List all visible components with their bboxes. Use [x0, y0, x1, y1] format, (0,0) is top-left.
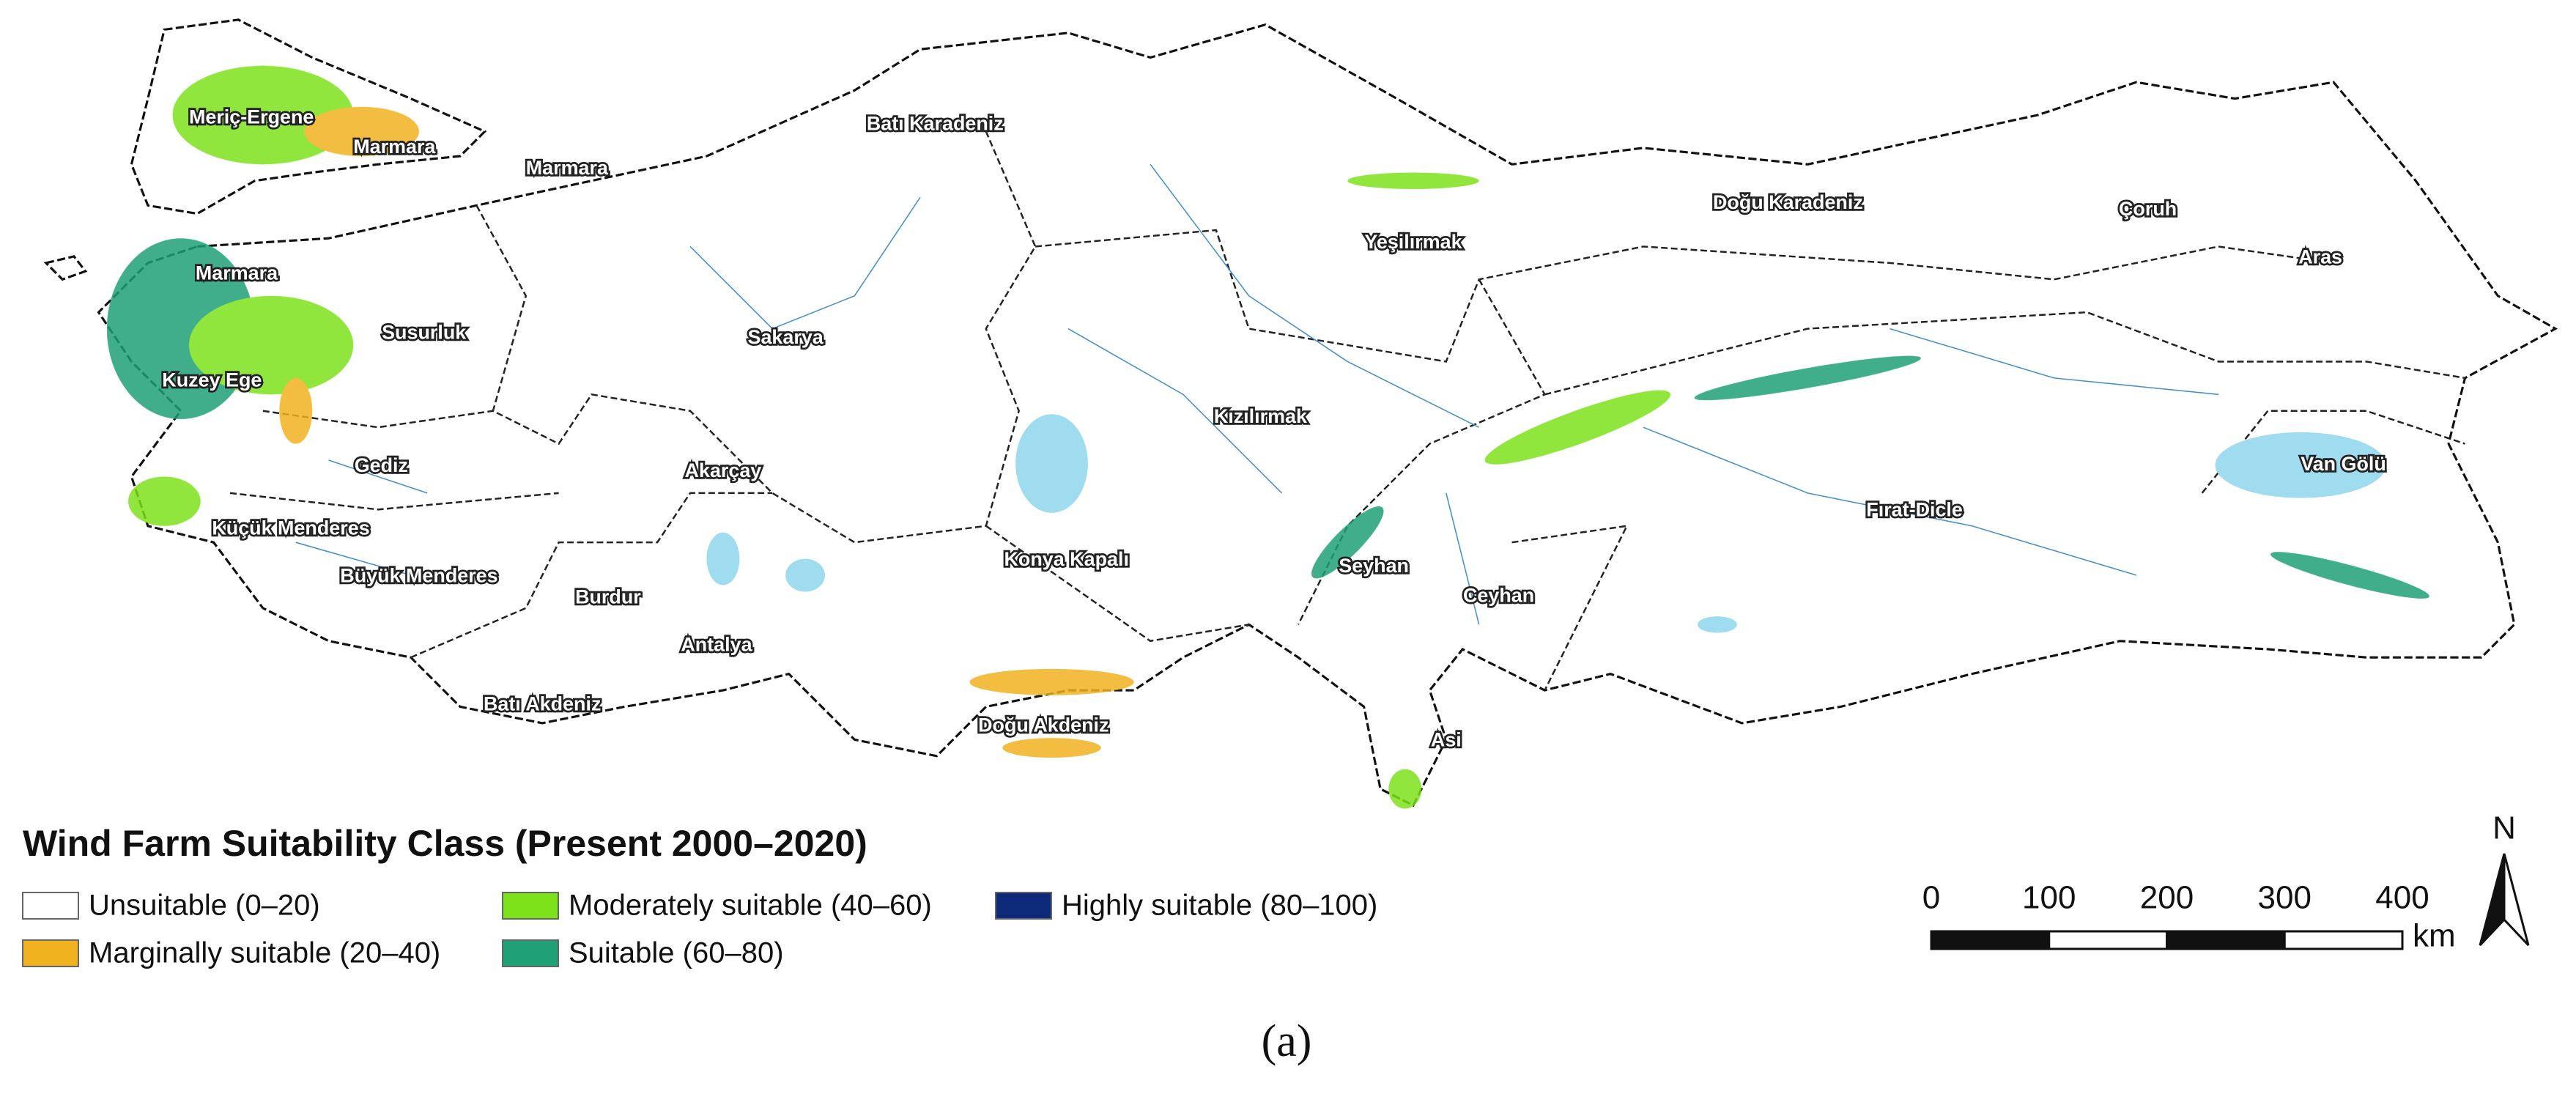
- region-label: Antalya: [681, 634, 752, 656]
- scale-tick-label: 400: [2375, 880, 2429, 916]
- legend-swatch: [995, 892, 1052, 920]
- region-label: Küçük Menderes: [212, 517, 369, 539]
- scale-tick-label: 0: [1922, 880, 1940, 916]
- map-area: Meriç-Ergene Marmara Marmara Marmara Batı Ka…: [43, 18, 2558, 809]
- legend-label: Unsuitable (0–20): [89, 890, 320, 922]
- legend-label: Moderately suitable (40–60): [569, 890, 932, 922]
- region-label: Marmara: [526, 157, 609, 179]
- legend-swatch: [22, 939, 79, 967]
- scale-segment: [2283, 930, 2404, 950]
- scale-tick-label: 200: [2140, 880, 2194, 916]
- legend-swatch: [502, 939, 559, 967]
- scale-tick-label: 100: [2022, 880, 2076, 916]
- region-label: Meriç-Ergene: [189, 106, 314, 128]
- legend-label: Marginally suitable (20–40): [89, 937, 440, 969]
- north-arrow-left: [2479, 853, 2506, 947]
- region-label: Asi: [1431, 729, 1462, 751]
- region-label: Akarçay: [685, 459, 762, 481]
- north-label: N: [2492, 810, 2516, 846]
- scale-unit: km: [2413, 918, 2456, 954]
- region-labels: Meriç-Ergene Marmara Marmara Marmara Batı Ka…: [160, 104, 2388, 753]
- region-label: Büyük Menderes: [340, 564, 497, 586]
- region-label: Çoruh: [2119, 198, 2177, 220]
- region-label: Batı Akdeniz: [484, 692, 601, 714]
- caption: (a): [1262, 1016, 1312, 1066]
- legend-label: Highly suitable (80–100): [1062, 890, 1377, 922]
- scale-segment: [1930, 930, 2051, 950]
- scale-tick-label: 300: [2258, 880, 2312, 916]
- north-arrow: N: [2479, 810, 2530, 947]
- region-label: Marmara: [353, 136, 436, 158]
- rivers: [295, 163, 2219, 625]
- scale-segment: [2048, 930, 2168, 950]
- legend-swatch: [22, 892, 79, 920]
- region-label: Fırat-Dicle: [1866, 499, 1963, 521]
- north-arrow-right: [2503, 853, 2530, 947]
- region-label: Konya Kapalı: [1004, 548, 1128, 570]
- suitability-patches: [106, 65, 2429, 809]
- legend: Unsuitable (0–20) Marginally suitable (20…: [22, 890, 1377, 969]
- region-label: Seyhan: [1339, 555, 1409, 577]
- region-label: Burdur: [575, 586, 641, 608]
- region-label: Aras: [2298, 245, 2342, 267]
- region-label: Yeşilırmak: [1364, 231, 1462, 253]
- region-label: Doğu Akdeniz: [978, 714, 1109, 736]
- legend-title: Wind Farm Suitability Class (Present 200…: [23, 823, 867, 864]
- region-label: Marmara: [196, 262, 278, 284]
- region-label: Susurluk: [382, 321, 466, 343]
- legend-swatch: [502, 892, 559, 920]
- lakes: [706, 414, 2386, 633]
- region-label: Batı Karadeniz: [867, 113, 1004, 135]
- legend-label: Suitable (60–80): [569, 937, 784, 969]
- region-label: Van Gölü: [2301, 453, 2386, 475]
- region-label: Kuzey Ege: [162, 369, 262, 391]
- region-label: Sakarya: [748, 326, 824, 348]
- anatolia: [97, 23, 2558, 807]
- region-label: Ceyhan: [1463, 584, 1534, 606]
- region-label: Kızılırmak: [1214, 405, 1307, 427]
- scale-segment: [2166, 930, 2286, 950]
- region-label: Doğu Karadeniz: [1713, 191, 1863, 213]
- region-label: Gediz: [355, 454, 408, 476]
- island: [43, 255, 88, 281]
